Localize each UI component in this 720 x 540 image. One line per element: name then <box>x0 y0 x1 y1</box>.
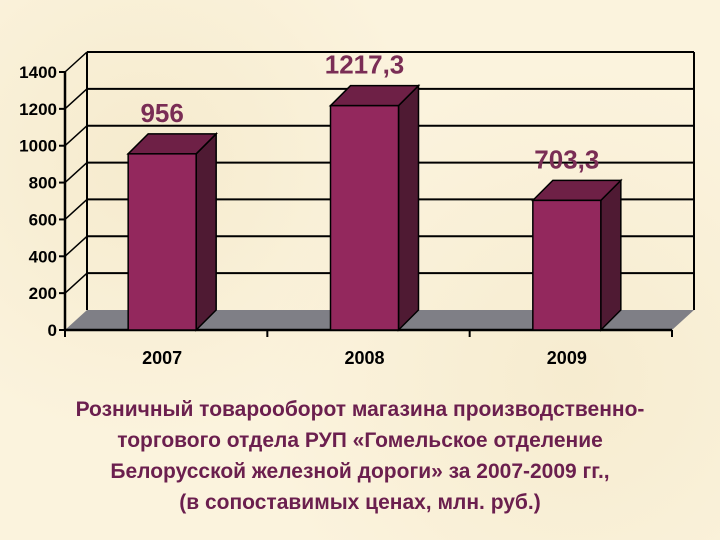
data-label-2007: 956 <box>140 98 183 128</box>
bar-2007 <box>126 132 218 332</box>
y-tick-label: 0 <box>48 321 57 340</box>
x-category-label: 2008 <box>344 348 384 368</box>
chart-caption: Розничный товарооборот магазина производ… <box>20 394 700 518</box>
gridline-side <box>64 51 88 73</box>
data-label-2008: 1217,3 <box>325 50 405 80</box>
bar-front <box>329 104 400 331</box>
x-category-label: 2009 <box>547 348 587 368</box>
bar-front <box>532 199 602 331</box>
gridline-side <box>64 125 88 147</box>
bar-side <box>397 83 420 332</box>
y-tick-label: 200 <box>29 284 57 303</box>
y-tick-label: 1200 <box>19 100 57 119</box>
y-tick-label: 1000 <box>19 137 57 156</box>
y-tick-label: 400 <box>29 247 57 266</box>
x-category-label: 2007 <box>142 348 182 368</box>
gridline-side <box>64 198 88 220</box>
bar-side <box>600 178 622 332</box>
y-tick-label: 600 <box>29 210 57 229</box>
gridline-side <box>64 272 88 294</box>
data-label-2009: 703,3 <box>534 144 599 174</box>
gridline-side <box>64 88 88 110</box>
bar-2009 <box>531 178 623 332</box>
data-labels: 956 1217,3 703,3 <box>140 50 599 175</box>
caption-line-1: Розничный товарооборот магазина производ… <box>75 398 645 421</box>
gridline-side <box>64 162 88 184</box>
bar-side <box>195 132 217 332</box>
y-tick-label: 800 <box>29 174 57 193</box>
caption-line-2: торгового отдела РУП «Гомельское отделен… <box>117 429 603 452</box>
caption-line-3: Белорусской железной дороги» за 2007-200… <box>110 460 610 483</box>
bar-front <box>127 153 197 331</box>
y-tick-label: 1400 <box>19 63 57 82</box>
bar-chart: 0 200 400 600 800 1000 1200 1400 956 1217,3 703,3… <box>19 50 695 368</box>
caption-line-4: (в сопоставимых ценах, млн. руб.) <box>179 491 541 514</box>
bars <box>126 83 623 332</box>
y-axis-tick-labels: 0 200 400 600 800 1000 1200 1400 <box>19 63 673 340</box>
bar-2008 <box>328 83 421 332</box>
x-axis-category-labels: 2007 2008 2009 <box>142 348 587 368</box>
gridline-side <box>64 235 88 257</box>
